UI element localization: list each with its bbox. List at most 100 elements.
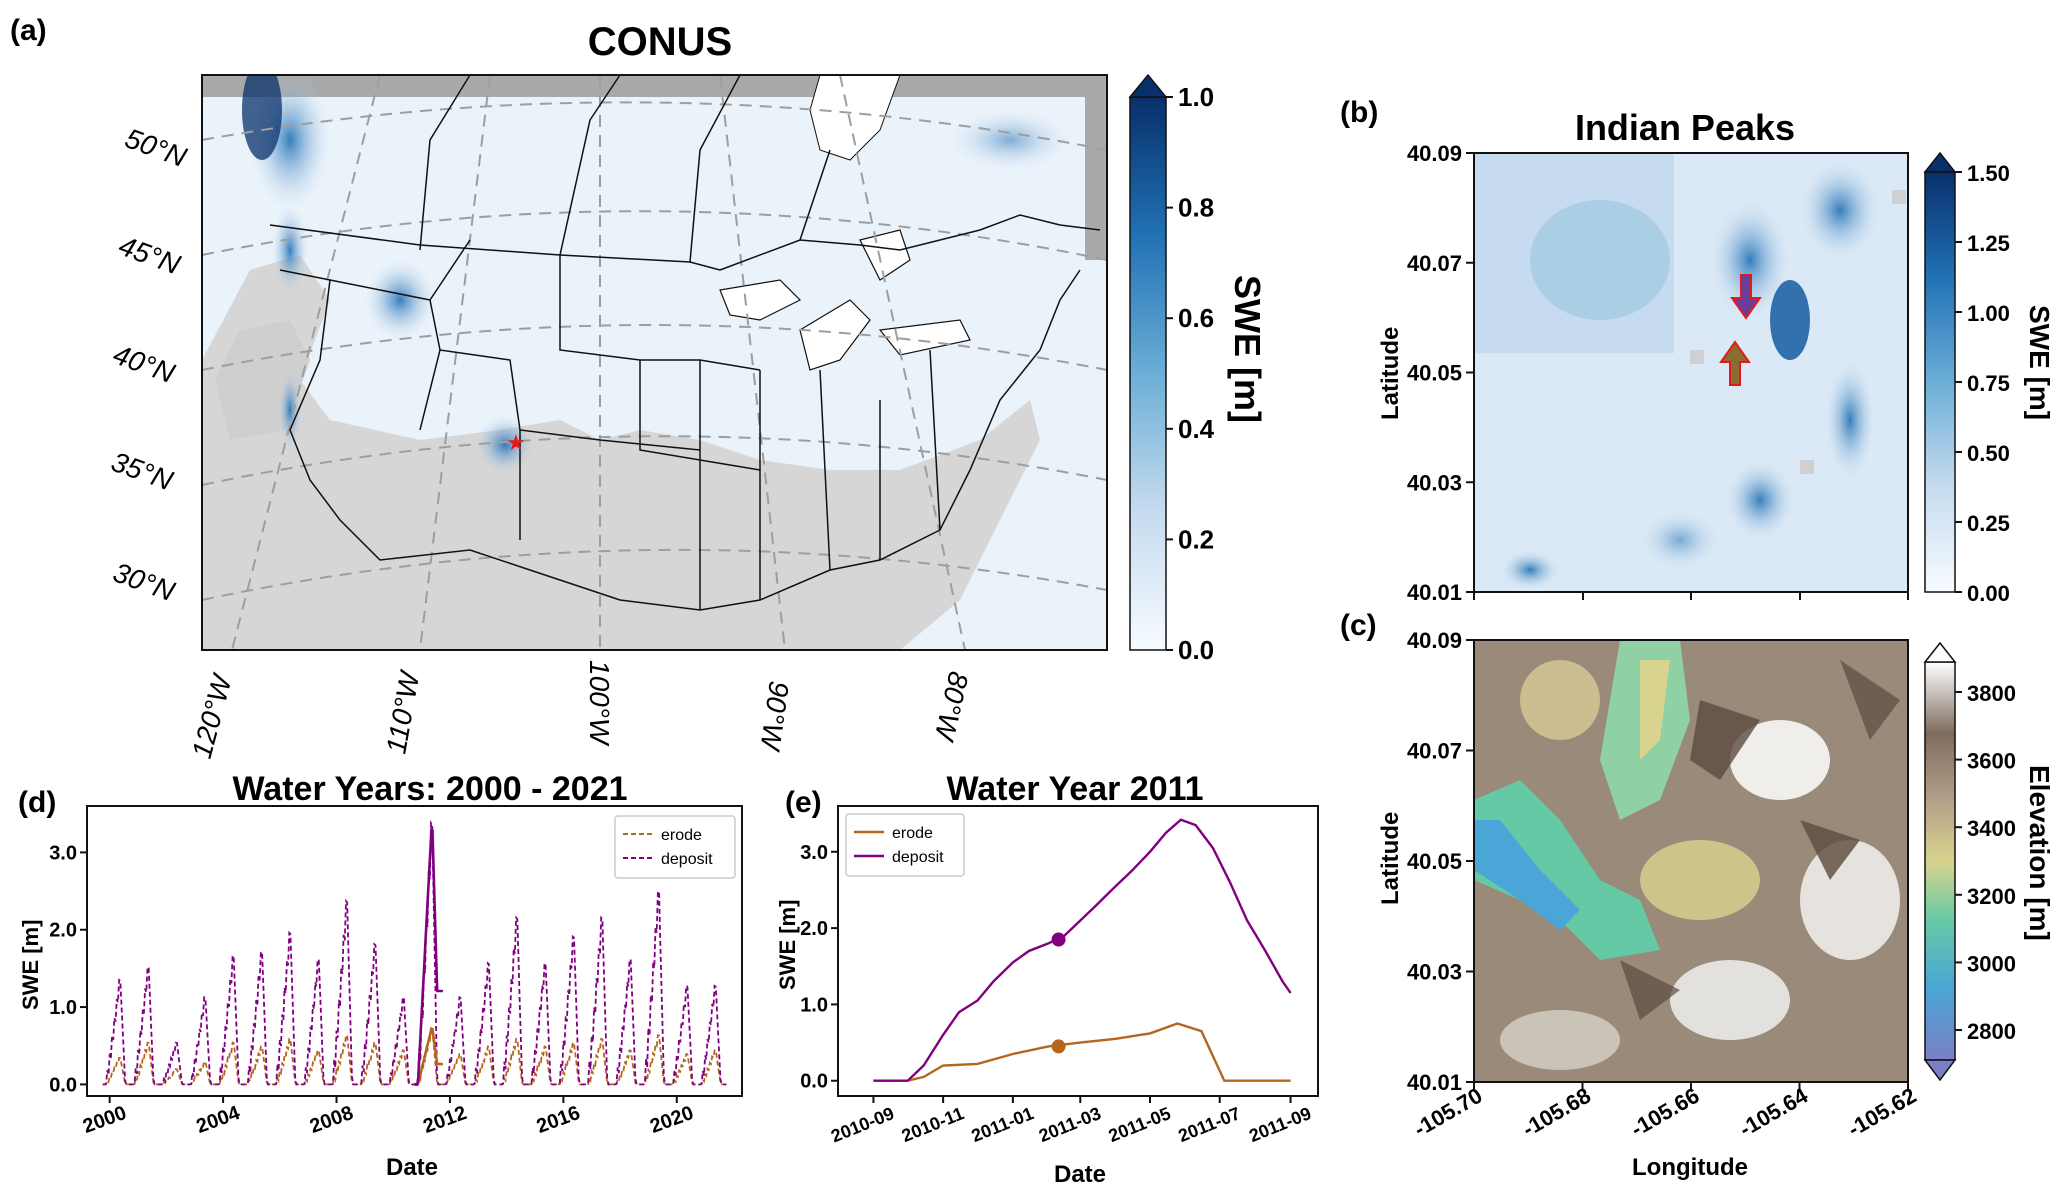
snow-colorado <box>475 415 535 475</box>
chart-e-xtick-label: 2010-11 <box>899 1103 967 1146</box>
colorbar-c: 2800 3000 3200 3400 3600 3800 Elevation [m] <box>1923 641 2055 1082</box>
panel-b-ylabel: Latitude <box>1377 327 1404 420</box>
colorbar-b-tick-label: 1.50 <box>1967 161 2010 186</box>
colorbar-c-tick-label: 3600 <box>1967 749 2016 774</box>
conus-map: ★ <box>202 75 1107 650</box>
panel-a-title: CONUS <box>588 20 732 64</box>
chart-d-ytick-label: 2.0 <box>49 920 77 942</box>
no-snow-land <box>202 255 1040 650</box>
panel-c-xtick-label: -105.62 <box>1843 1083 1920 1142</box>
chart-d-deposit-2011-line <box>414 827 443 1086</box>
panel-c-ytick-tick-label: 40.09 <box>1407 628 1462 653</box>
chart-e: 0.0 1.0 2.0 3.0 2010-09 2010-11 2011-01 2011-03… <box>800 805 1319 1146</box>
colorbar-a-tick-label: 1.0 <box>1178 82 1214 112</box>
chart-e-ytick-label: 3.0 <box>800 842 828 864</box>
chart-d-xlabel: Date <box>386 1154 438 1181</box>
colorbar-b-tick-label: 0.75 <box>1967 371 2010 396</box>
political-borders <box>269 75 1101 611</box>
panel-b: (b) Indian Peaks 40.0940.0740.0540.0340.… <box>1340 96 2055 606</box>
panel-c-ytick-tick-label: 40.03 <box>1407 960 1462 985</box>
lon-label-120: 120°W <box>186 670 238 762</box>
panel-a-letter: (a) <box>10 14 47 47</box>
snow-cascades <box>272 205 308 295</box>
lat-label-50: 50°N <box>121 122 191 173</box>
colorbar-b-tick-label: 0.00 <box>1967 581 2010 606</box>
chart-e-erode-line <box>873 1022 1291 1082</box>
panel-c-xtick-label: -105.68 <box>1518 1083 1595 1142</box>
lat-label-45: 45°N <box>115 230 185 281</box>
chart-e-erode-marker <box>1051 1039 1066 1054</box>
no-data-strip-top <box>202 75 1107 97</box>
chart-d-legend-label: erode <box>661 827 702 844</box>
lat-label-40: 40°N <box>109 339 179 390</box>
snow-quebec <box>950 110 1070 170</box>
panel-c-xticks: -105.70 -105.68 -105.66 -105.64 -105.62 <box>1409 1082 1921 1142</box>
lat-label-30: 30°N <box>109 557 179 608</box>
chart-d-xtick-label: 2020 <box>647 1102 696 1138</box>
chart-e-xlabel: Date <box>1054 1161 1106 1188</box>
panel-c-ytick-tick-label: 40.05 <box>1407 849 1462 874</box>
lon-label-80: 80°W <box>928 669 974 745</box>
snow-idaho <box>365 260 435 340</box>
colorbar-a-label: SWE [m] <box>1227 275 1268 423</box>
chart-e-ytick-label: 0.0 <box>800 1071 828 1093</box>
chart-e-xtick-label: 2011-07 <box>1175 1103 1243 1146</box>
chart-e-legend-label: deposit <box>892 849 944 866</box>
chart-e-xtick-label: 2011-09 <box>1246 1103 1314 1146</box>
chart-e-legend-label: erode <box>892 825 933 842</box>
lon-label-110: 110°W <box>380 667 425 756</box>
map-frame <box>201 74 1108 651</box>
colorbar-c-tick-label: 2800 <box>1967 1019 2016 1044</box>
panel-c-ylabel: Latitude <box>1377 812 1404 905</box>
lon-label-90: 90°W <box>754 679 795 754</box>
snow-coast-range <box>242 75 282 160</box>
colorbar-c-tick-label: 3000 <box>1967 951 2016 976</box>
elevation-map <box>1474 640 1908 1082</box>
panel-d-letter: (d) <box>18 786 56 819</box>
colorbar-c-label: Elevation [m] <box>2024 765 2055 941</box>
colorbar-b: 0.00 0.25 0.50 0.75 1.00 1.25 1.50 SWE [m] <box>1923 151 2055 606</box>
colorbar-c-tick-label: 3400 <box>1967 816 2016 841</box>
colorbar-b-tick-label: 0.25 <box>1967 511 2010 536</box>
colorbar-a-tick-label: 0.6 <box>1178 303 1214 333</box>
chart-d-xtick-label: 2016 <box>534 1102 583 1138</box>
colorbar-a-tick-label: 0.4 <box>1178 414 1215 444</box>
panel-b-ytick-tick-label: 40.07 <box>1407 251 1462 276</box>
chart-d-ytick-label: 1.0 <box>49 997 77 1019</box>
panel-b-ytick-tick-label: 40.05 <box>1407 361 1462 386</box>
colorbar-a-tick-label: 0.0 <box>1178 635 1214 665</box>
colorbar-b-label: SWE [m] <box>2024 305 2055 420</box>
chart-d-xtick-label: 2004 <box>193 1102 243 1138</box>
chart-e-title: Water Year 2011 <box>946 770 1203 808</box>
panel-c-ytick-tick-label: 40.07 <box>1407 739 1462 764</box>
chart-e-ylabel: SWE [m] <box>775 900 800 990</box>
arrow-deposit-icon <box>1730 274 1762 320</box>
colorbar-c-tick-label: 3800 <box>1967 681 2016 706</box>
chart-d-ytick-label: 3.0 <box>49 842 77 864</box>
study-site-star: ★ <box>506 430 526 455</box>
colorbar-b-tick-label: 0.50 <box>1967 441 2010 466</box>
panel-d: (d) Water Years: 2000 - 2021 0.0 1.0 2.0 3.… <box>18 770 743 1181</box>
panel-c-xlabel: Longitude <box>1632 1154 1748 1181</box>
chart-d-xtick-label: 2000 <box>80 1102 129 1138</box>
arrow-erode-icon <box>1719 340 1751 386</box>
chart-d-legend <box>614 815 736 879</box>
panel-b-ytick-tick-label: 40.03 <box>1407 470 1462 495</box>
lon-label-100: 100°W <box>584 660 615 747</box>
great-lakes <box>719 229 971 371</box>
panel-a: (a) CONUS <box>10 14 1268 762</box>
colorbar-a-tick-label: 0.2 <box>1178 524 1214 554</box>
chart-e-ytick-label: 2.0 <box>800 918 828 940</box>
panel-c-xtick-label: -105.66 <box>1626 1083 1703 1142</box>
lat-label-35: 35°N <box>107 446 177 497</box>
chart-e-deposit-marker <box>1051 932 1066 947</box>
panel-c-ytick-tick-label: 40.01 <box>1407 1070 1462 1095</box>
chart-e-xtick-label: 2011-03 <box>1036 1103 1104 1146</box>
chart-e-xtick-label: 2011-05 <box>1106 1103 1174 1146</box>
indian-peaks-swe-map <box>1474 153 1908 592</box>
chart-d-ytick-label: 0.0 <box>49 1074 77 1096</box>
chart-e-xtick-label: 2010-09 <box>828 1103 897 1146</box>
chart-d-ylabel: SWE [m] <box>18 920 43 1010</box>
